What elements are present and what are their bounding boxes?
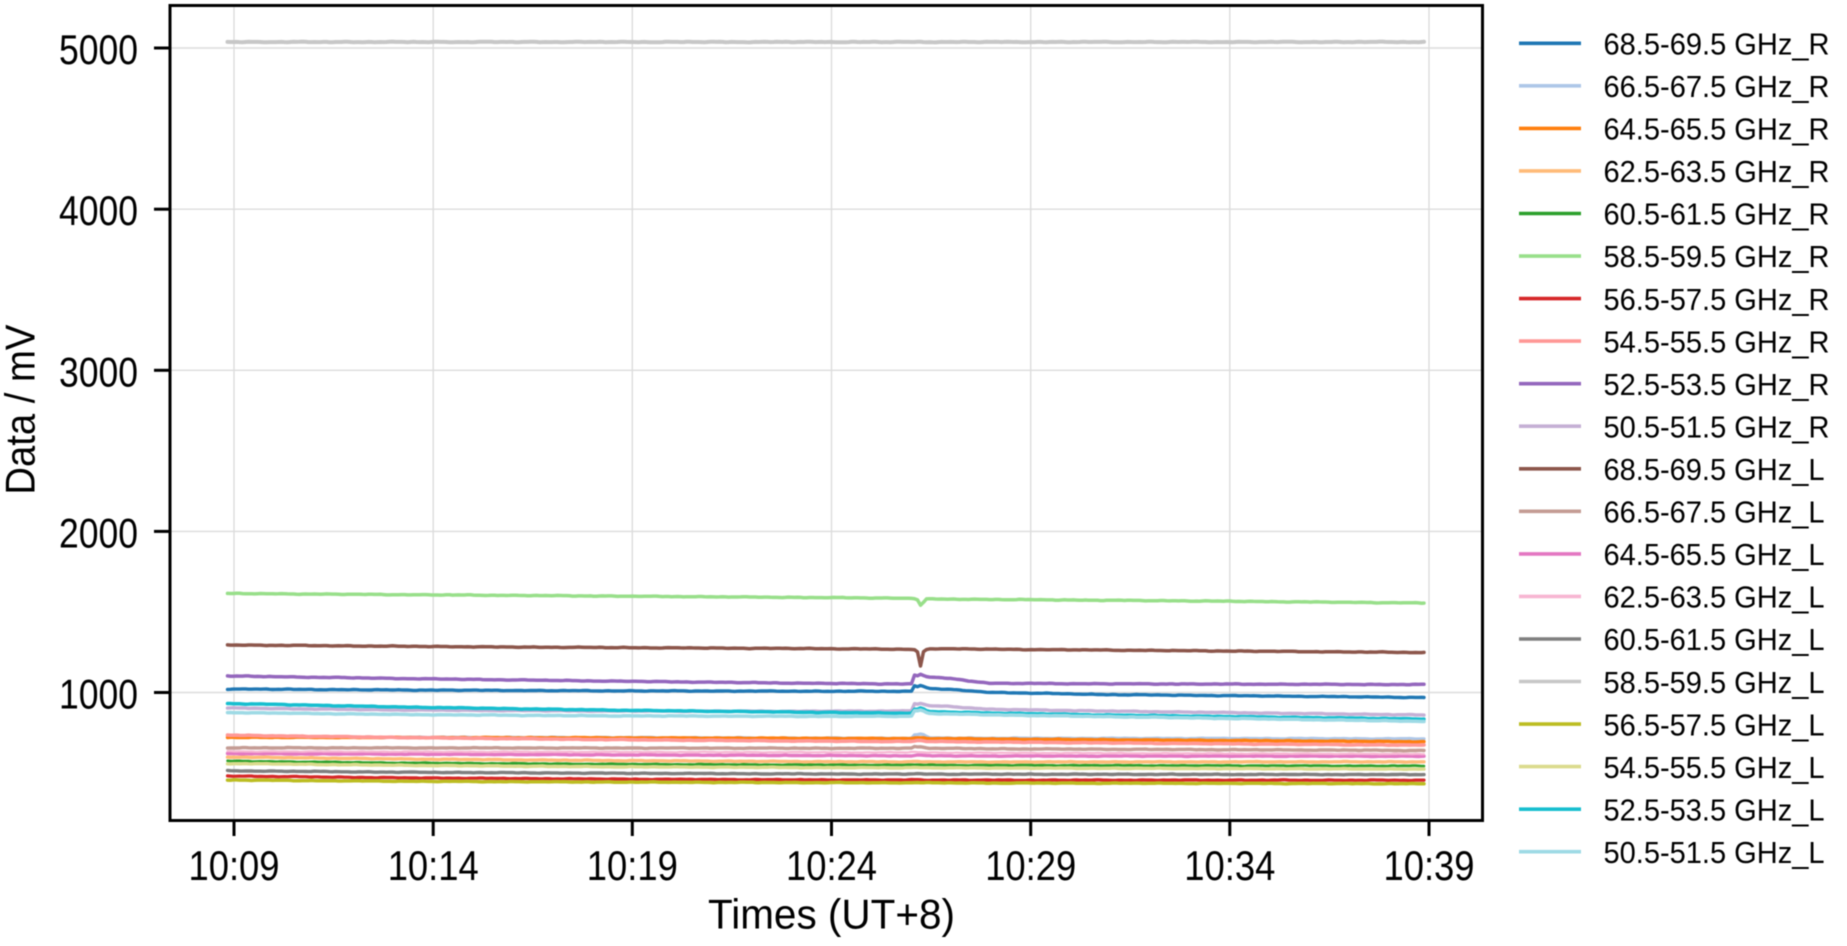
svg-text:Times (UT+8): Times (UT+8): [708, 891, 955, 938]
svg-text:66.5-67.5 GHz_L: 66.5-67.5 GHz_L: [1604, 496, 1825, 530]
svg-text:64.5-65.5 GHz_R: 64.5-65.5 GHz_R: [1604, 113, 1830, 147]
svg-text:66.5-67.5 GHz_R: 66.5-67.5 GHz_R: [1604, 70, 1830, 104]
svg-text:4000: 4000: [59, 187, 138, 234]
svg-text:68.5-69.5 GHz_R: 68.5-69.5 GHz_R: [1604, 28, 1830, 62]
svg-text:Data / mV: Data / mV: [0, 324, 44, 494]
svg-text:10:24: 10:24: [786, 842, 877, 889]
svg-text:62.5-63.5 GHz_L: 62.5-63.5 GHz_L: [1604, 581, 1825, 615]
svg-text:2000: 2000: [59, 509, 138, 556]
svg-text:68.5-69.5 GHz_L: 68.5-69.5 GHz_L: [1604, 453, 1825, 487]
svg-text:60.5-61.5 GHz_R: 60.5-61.5 GHz_R: [1604, 198, 1830, 232]
svg-text:10:09: 10:09: [189, 842, 280, 889]
svg-text:56.5-57.5 GHz_L: 56.5-57.5 GHz_L: [1604, 708, 1825, 742]
svg-text:10:29: 10:29: [985, 842, 1076, 889]
svg-text:1000: 1000: [59, 671, 138, 718]
svg-text:62.5-63.5 GHz_R: 62.5-63.5 GHz_R: [1604, 155, 1830, 189]
svg-text:5000: 5000: [59, 26, 138, 73]
svg-text:60.5-61.5 GHz_L: 60.5-61.5 GHz_L: [1604, 623, 1825, 657]
svg-text:3000: 3000: [59, 348, 138, 395]
svg-text:50.5-51.5 GHz_R: 50.5-51.5 GHz_R: [1604, 410, 1830, 444]
svg-text:54.5-55.5 GHz_L: 54.5-55.5 GHz_L: [1604, 751, 1825, 785]
svg-text:10:34: 10:34: [1184, 842, 1275, 889]
svg-text:58.5-59.5 GHz_L: 58.5-59.5 GHz_L: [1604, 666, 1825, 700]
svg-text:52.5-53.5 GHz_R: 52.5-53.5 GHz_R: [1604, 368, 1830, 402]
svg-text:58.5-59.5 GHz_R: 58.5-59.5 GHz_R: [1604, 240, 1830, 274]
svg-text:64.5-65.5 GHz_L: 64.5-65.5 GHz_L: [1604, 538, 1825, 572]
svg-text:56.5-57.5 GHz_R: 56.5-57.5 GHz_R: [1604, 283, 1830, 317]
svg-text:54.5-55.5 GHz_R: 54.5-55.5 GHz_R: [1604, 325, 1830, 359]
svg-text:10:14: 10:14: [388, 842, 479, 889]
svg-text:10:39: 10:39: [1384, 842, 1475, 889]
svg-text:52.5-53.5 GHz_L: 52.5-53.5 GHz_L: [1604, 793, 1825, 827]
svg-text:50.5-51.5 GHz_L: 50.5-51.5 GHz_L: [1604, 836, 1825, 870]
svg-text:10:19: 10:19: [587, 842, 678, 889]
